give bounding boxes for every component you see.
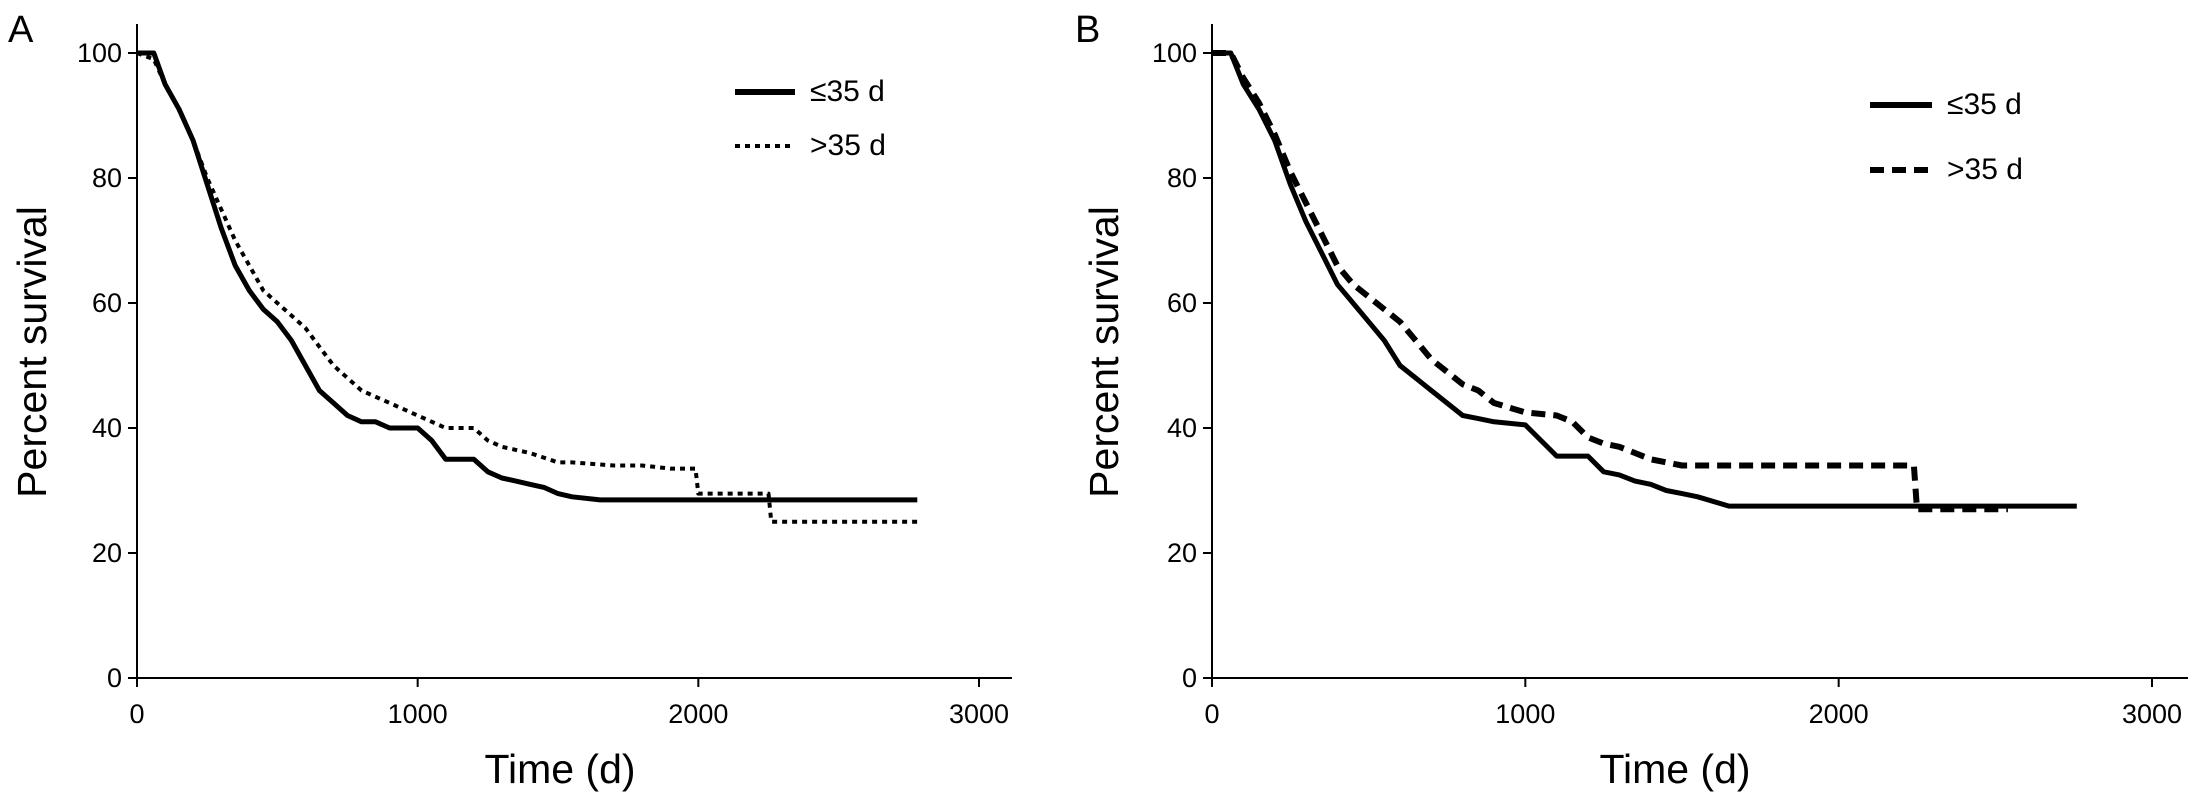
panel-b-y-tick-label: 60 [1167, 288, 1197, 318]
panel-a-x-tick-label: 3000 [949, 699, 1009, 729]
panel-a-legend-label-gt35: >35 d [810, 129, 886, 162]
panel-a-axes [136, 24, 1012, 679]
panel-a-y-tick-label: 80 [92, 163, 122, 193]
panel-b-x-tick-label: 2000 [1809, 699, 1869, 729]
panel-b-x-ticks: 0 1000 2000 3000 [1204, 678, 2182, 729]
panel-a-x-tick-label: 0 [129, 699, 144, 729]
panel-b-legend-label-gt35: >35 d [1947, 153, 2023, 186]
panel-a-y-tick-label: 60 [92, 288, 122, 318]
panel-b-y-tick-label: 40 [1167, 413, 1197, 443]
panel-b: B 0 20 40 60 80 100 0 1000 2000 3000 Percent sur… [1075, 9, 2188, 792]
panel-a-series-gt35-line [136, 51, 918, 524]
panel-a-plot-area [136, 50, 918, 524]
panel-b-y-tick-label: 100 [1152, 38, 1197, 68]
panel-b-y-tick-label: 0 [1182, 663, 1197, 693]
panel-b-series-gt35-line [1212, 50, 2008, 513]
panel-b-x-tick-label: 1000 [1495, 699, 1555, 729]
panel-b-x-tick-label: 0 [1204, 699, 1219, 729]
panel-b-x-tick-label: 3000 [2122, 699, 2182, 729]
panel-b-axes [1211, 24, 2188, 679]
panel-b-letter: B [1075, 9, 1100, 51]
panel-a-y-tick-label: 0 [107, 663, 122, 693]
panel-b-y-tick-label: 20 [1167, 538, 1197, 568]
panel-a: A 0 20 40 60 80 100 0 1000 2000 3000 Percent sur… [8, 9, 1012, 792]
panel-a-y-axis-title: Percent survival [9, 206, 55, 498]
panel-a-legend: ≤35 d >35 d [735, 75, 886, 162]
panel-a-x-tick-label: 2000 [668, 699, 728, 729]
panel-b-y-axis-title: Percent survival [1081, 206, 1127, 498]
panel-a-y-ticks: 0 20 40 60 80 100 [77, 38, 137, 693]
panel-a-y-tick-label: 40 [92, 413, 122, 443]
panel-a-x-ticks: 0 1000 2000 3000 [129, 678, 1009, 729]
panel-a-series-le35-line [137, 50, 918, 503]
panel-a-x-tick-label: 1000 [388, 699, 448, 729]
panel-b-series-le35-line [1212, 50, 2077, 509]
panel-b-y-tick-label: 80 [1167, 163, 1197, 193]
panel-a-legend-label-le35: ≤35 d [810, 75, 885, 108]
panel-a-y-tick-label: 100 [77, 38, 122, 68]
panel-b-y-ticks: 0 20 40 60 80 100 [1152, 38, 1212, 693]
panel-a-y-tick-label: 20 [92, 538, 122, 568]
panel-b-legend: ≤35 d >35 d [1870, 88, 2023, 186]
panel-b-x-axis-title: Time (d) [1599, 746, 1750, 792]
panel-b-plot-area [1212, 50, 2077, 513]
panel-a-letter: A [8, 9, 34, 51]
panel-b-legend-label-le35: ≤35 d [1947, 88, 2022, 121]
panel-a-x-axis-title: Time (d) [484, 746, 635, 792]
